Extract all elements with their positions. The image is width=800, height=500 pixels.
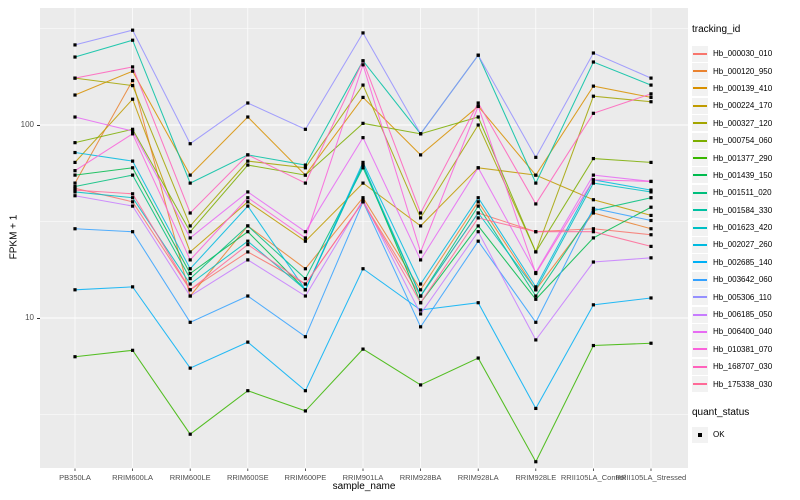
legend-entry-label: Hb_168707_030 [713, 362, 773, 372]
legend-entry: Hb_000327_120 [692, 115, 798, 132]
legend-entry-label: Hb_001377_290 [713, 153, 773, 163]
legend-entry: Hb_001511_020 [692, 184, 798, 201]
legend-line-swatch-icon [692, 358, 708, 375]
data-point-markers [73, 28, 653, 464]
legend-title-quant-status: quant_status [692, 406, 750, 418]
ok-square-icon [692, 426, 708, 443]
legend-entry: Hb_001439_150 [692, 167, 798, 184]
x-tick-label: RRIM600LE [170, 473, 211, 482]
legend-entry: Hb_001584_330 [692, 202, 798, 219]
legend-entry: Hb_000120_950 [692, 62, 798, 80]
legend-entry-label: Hb_006185_050 [713, 310, 773, 320]
y-tick-label-10: 10 [25, 313, 34, 322]
x-tick-label: PB350LA [59, 473, 91, 482]
legend-entry: Hb_168707_030 [692, 358, 798, 375]
x-tick-label: RRIM901LA [343, 473, 384, 482]
x-tick-label: RRIM600PE [285, 473, 327, 482]
legend-line-swatch-icon [692, 202, 708, 219]
legend-entry: Hb_001623_420 [692, 219, 798, 236]
legend-line-swatch-icon [692, 289, 708, 306]
legend-entry-label: Hb_001511_020 [713, 188, 772, 198]
x-tick-label: RRIM928LE [515, 473, 556, 482]
legend-entry: Hb_006185_050 [692, 306, 798, 323]
legend-line-swatch-icon [692, 376, 708, 393]
legend-line-swatch-icon [692, 63, 708, 80]
legend-entry-label: Hb_001584_330 [713, 205, 773, 215]
legend-entry: Hb_003642_060 [692, 271, 798, 288]
legend-entry: Hb_006400_040 [692, 323, 798, 340]
legend-entry-label: Hb_000120_950 [713, 66, 773, 76]
legend-entry: Hb_000224_170 [692, 97, 798, 114]
legend-line-swatch-icon [692, 45, 708, 62]
legend-entry: Hb_001377_290 [692, 149, 798, 167]
x-axis-title: sample_name [332, 481, 396, 492]
legend-line-swatch-icon [692, 150, 708, 167]
legend-entry-label: Hb_002027_260 [713, 240, 773, 250]
x-tick-label: RRIM928BA [400, 473, 442, 482]
legend-entry-label: Hb_001623_420 [713, 223, 773, 233]
legend-line-swatch-icon [692, 323, 708, 340]
legend-entry: Hb_005306_110 [692, 288, 798, 306]
y-tick-mark [37, 318, 40, 319]
legend-entry: Hb_002685_140 [692, 254, 798, 271]
legend-line-swatch-icon [692, 306, 708, 323]
x-tick-label: RRIM600SE [227, 473, 269, 482]
x-tick-label: RRII105LA_Control [561, 473, 626, 482]
legend-entry: Hb_175338_030 [692, 375, 798, 393]
legend-entry-label: Hb_005306_110 [713, 292, 772, 302]
legend-line-swatch-icon [692, 184, 708, 201]
legend-entry-label: Hb_006400_040 [713, 327, 773, 337]
plot-panel: PB350LA RRIM600LA RRIM600LE RRIM600SE RRIM60… [40, 8, 688, 482]
legend-entry-label: Hb_000327_120 [713, 118, 773, 128]
legend-line-swatch-icon [692, 80, 708, 97]
legend-entry: Hb_000030_010 [692, 45, 798, 62]
legend-entry-label: Hb_010381_070 [713, 344, 773, 354]
legend-entry-label: Hb_000224_170 [713, 101, 773, 111]
legend-line-swatch-icon [692, 132, 708, 149]
legend-entries: Hb_000030_010 Hb_000120_950 Hb_000139_410 H… [692, 45, 798, 393]
legend-entry: Hb_000139_410 [692, 80, 798, 97]
legend-line-swatch-icon [692, 341, 708, 358]
legend-line-swatch-icon [692, 271, 708, 288]
legend-entry-label: Hb_002685_140 [713, 257, 773, 267]
y-tick-mark [37, 125, 40, 126]
x-axis-ticks-and-labels: PB350LA RRIM600LA RRIM600LE RRIM600SE RRIM60… [59, 468, 686, 482]
legend-line-swatch-icon [692, 236, 708, 253]
x-tick-label: RRIM928LA [458, 473, 499, 482]
legend-entry: Hb_002027_260 [692, 236, 798, 253]
legend-title-tracking-id: tracking_id [692, 24, 741, 35]
legend-entry-label: Hb_000030_010 [713, 49, 773, 59]
y-axis-title: FPKM + 1 [8, 214, 20, 260]
legend-line-swatch-icon [692, 167, 708, 184]
legend-line-swatch-icon [692, 97, 708, 114]
legend-line-swatch-icon [692, 115, 708, 132]
legend-entry-label: Hb_003642_060 [713, 275, 773, 285]
legend-line-swatch-icon [692, 219, 708, 236]
legend-entry-label: Hb_001439_150 [713, 170, 773, 180]
legend-line-swatch-icon [692, 254, 708, 271]
legend-entry-label: Hb_000139_410 [713, 83, 773, 93]
y-tick-label-100: 100 [20, 120, 34, 129]
legend-entry: Hb_000754_060 [692, 132, 798, 149]
x-tick-label: RRII105LA_Stressed [616, 473, 686, 482]
x-tick-label: RRIM600LA [112, 473, 153, 482]
legend-entry-label: Hb_000754_060 [713, 136, 773, 146]
legend-entry-label: Hb_175338_030 [713, 379, 773, 389]
legend-entry: Hb_010381_070 [692, 341, 798, 358]
legend-entry-ok: OK [692, 426, 798, 443]
legend: tracking_id Hb_000030_010 Hb_000120_950 Hb… [692, 24, 798, 443]
